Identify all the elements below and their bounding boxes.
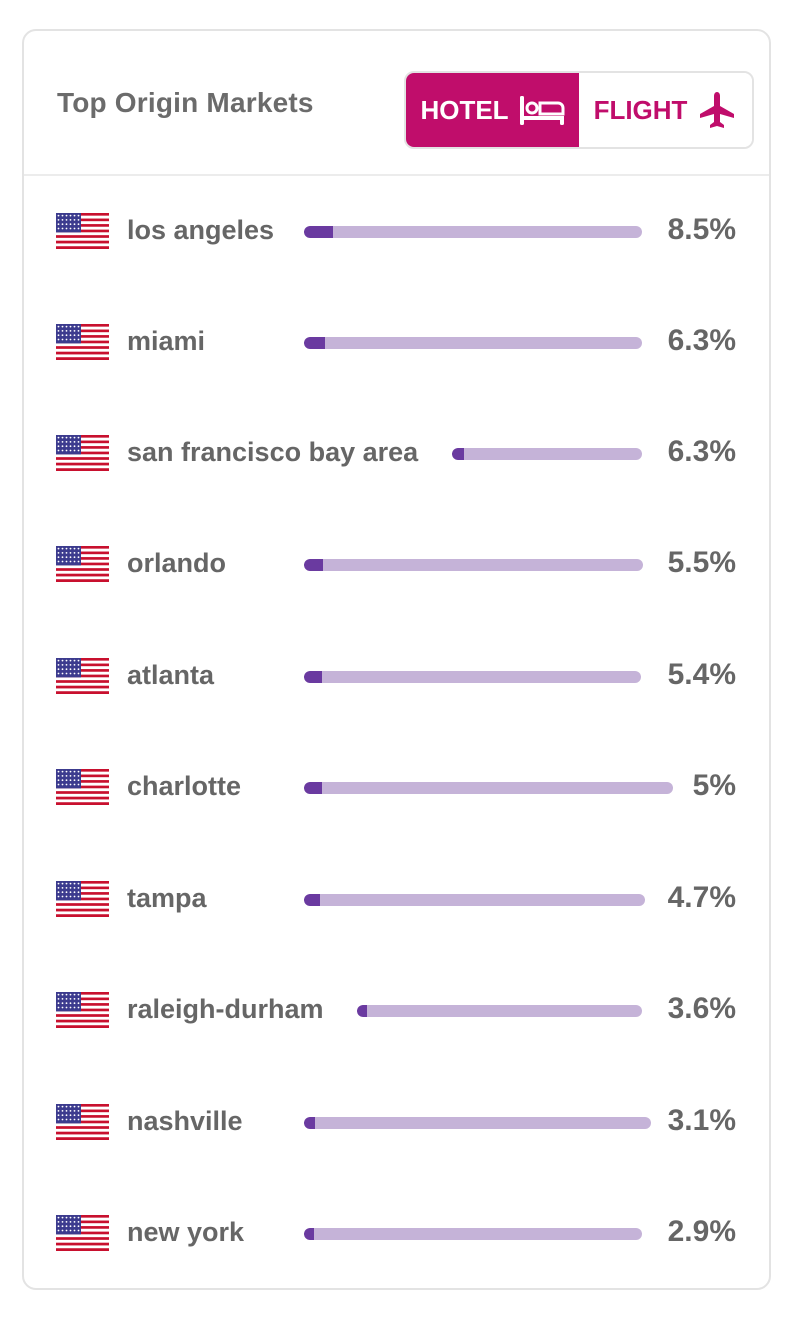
us-flag-icon [56, 324, 109, 360]
us-flag-icon [56, 546, 109, 582]
market-share-bar-fill [304, 226, 333, 238]
market-share-bar [304, 1228, 642, 1240]
market-share-value: 3.6% [667, 992, 736, 1025]
market-share-bar [357, 1005, 642, 1017]
market-share-bar [452, 448, 642, 460]
flight-toggle-button[interactable]: FLIGHT [579, 73, 752, 147]
market-city-name: new york [127, 1217, 245, 1247]
market-share-value: 5.4% [667, 658, 736, 691]
market-share-bar-fill [304, 1117, 315, 1129]
market-row: los angeles 8.5% [24, 201, 769, 261]
us-flag-icon [56, 992, 109, 1028]
us-flag-icon [56, 213, 109, 249]
market-row: miami 6.3% [24, 312, 769, 372]
market-share-bar [304, 894, 645, 906]
market-city-name: charlotte [127, 771, 242, 801]
market-share-bar-fill [304, 559, 323, 571]
market-row: san francisco bay area 6.3% [24, 423, 769, 483]
us-flag-icon [56, 881, 109, 917]
us-flag-icon [56, 769, 109, 805]
market-city-name: san francisco bay area [127, 437, 419, 467]
market-row: charlotte 5% [24, 757, 769, 817]
bed-icon [519, 94, 565, 126]
market-city-name: atlanta [127, 660, 215, 690]
us-flag-icon [56, 435, 109, 471]
market-share-value: 4.7% [667, 881, 736, 914]
hotel-toggle-button[interactable]: HOTEL [406, 73, 579, 147]
market-row: new york 2.9% [24, 1203, 769, 1263]
hotel-toggle-label: HOTEL [420, 94, 509, 125]
market-city-name: orlando [127, 548, 226, 578]
market-share-value: 3.1% [667, 1104, 736, 1137]
market-share-bar-fill [304, 894, 321, 906]
market-city-name: los angeles [127, 215, 275, 245]
market-share-bar [304, 671, 641, 683]
market-row: raleigh-durham 3.6% [24, 980, 769, 1040]
market-share-bar [304, 226, 642, 238]
top-origin-markets-card: Top Origin Markets HOTEL FLIGHT [22, 29, 771, 1290]
airplane-icon [697, 90, 737, 130]
market-share-bar [304, 782, 673, 794]
market-row: nashville 3.1% [24, 1092, 769, 1152]
market-row: tampa 4.7% [24, 869, 769, 929]
market-share-bar-fill [452, 448, 464, 460]
market-share-bar [304, 1117, 651, 1129]
us-flag-icon [56, 1104, 109, 1140]
card-title: Top Origin Markets [57, 87, 314, 118]
market-row: atlanta 5.4% [24, 646, 769, 706]
us-flag-icon [56, 1215, 109, 1251]
market-share-bar [304, 337, 642, 349]
market-row: orlando 5.5% [24, 534, 769, 594]
market-share-bar-fill [304, 782, 323, 794]
market-share-value: 5% [692, 769, 736, 802]
hotel-flight-toggle: HOTEL FLIGHT [404, 71, 754, 149]
market-city-name: nashville [127, 1106, 243, 1136]
market-city-name: raleigh-durham [127, 994, 324, 1024]
market-share-value: 6.3% [667, 435, 736, 468]
us-flag-icon [56, 658, 109, 694]
flight-toggle-label: FLIGHT [593, 94, 688, 125]
market-share-value: 5.5% [667, 546, 736, 579]
market-share-bar-fill [304, 1228, 314, 1240]
market-share-bar-fill [304, 337, 326, 349]
card-header: Top Origin Markets HOTEL FLIGHT [24, 31, 769, 176]
market-share-bar [304, 559, 643, 571]
market-share-value: 8.5% [667, 213, 736, 246]
market-share-bar-fill [357, 1005, 368, 1017]
market-city-name: miami [127, 326, 206, 356]
market-share-value: 2.9% [667, 1215, 736, 1248]
market-city-name: tampa [127, 883, 207, 913]
market-share-bar-fill [304, 671, 323, 683]
market-share-value: 6.3% [667, 324, 736, 357]
